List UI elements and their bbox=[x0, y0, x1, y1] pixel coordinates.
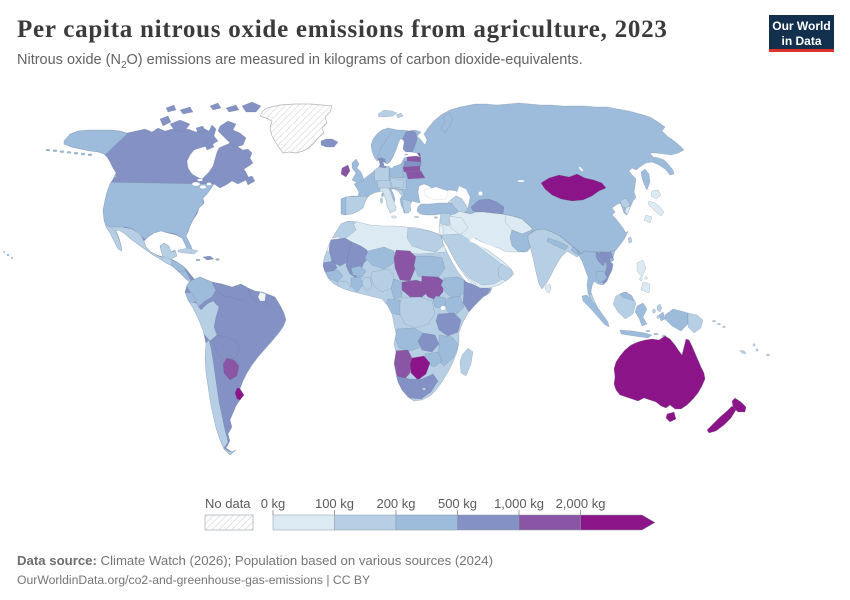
svg-text:100 kg: 100 kg bbox=[315, 496, 354, 511]
svg-text:No data: No data bbox=[205, 496, 251, 511]
svg-text:200 kg: 200 kg bbox=[376, 496, 415, 511]
svg-text:500 kg: 500 kg bbox=[438, 496, 477, 511]
svg-text:2,000 kg: 2,000 kg bbox=[556, 496, 606, 511]
svg-text:1,000 kg: 1,000 kg bbox=[494, 496, 544, 511]
svg-text:0 kg: 0 kg bbox=[261, 496, 286, 511]
